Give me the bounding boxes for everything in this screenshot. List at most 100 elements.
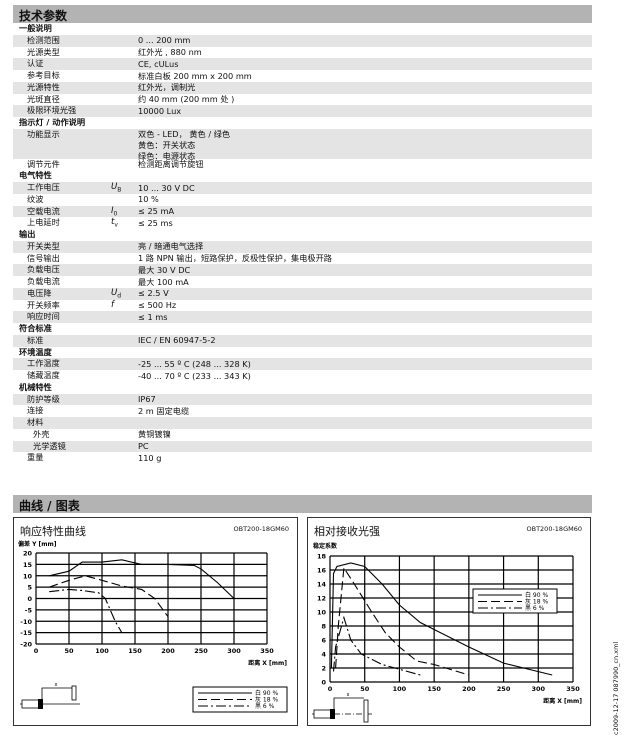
spec-label: 防护等级 bbox=[27, 393, 60, 404]
spec-row: 极限环境光强 10000 Lux bbox=[13, 105, 592, 117]
spec-label: 工作电压 bbox=[27, 182, 60, 193]
spec-label: 功能显示 bbox=[27, 128, 60, 139]
spec-row: 认证 CE, cULus bbox=[13, 58, 592, 70]
spec-row: 上电延时 tv ≤ 25 ms bbox=[13, 217, 592, 229]
spec-label: 负载电流 bbox=[27, 276, 60, 287]
spec-value: 双色 - LED， 黄色 / 绿色 黄色：开关状态 绿色：电源状态 bbox=[138, 129, 231, 162]
chart-model: OBT200-18GM60 bbox=[233, 525, 290, 533]
spec-row: 调节元件 检测距离调节旋钮 bbox=[13, 159, 592, 171]
spec-row: 负载电流 最大 100 mA bbox=[13, 276, 592, 288]
spec-label: 开关类型 bbox=[27, 240, 60, 251]
spec-row: 开关频率 f ≤ 500 Hz bbox=[13, 300, 592, 312]
spec-row: 防护等级 IP67 bbox=[13, 393, 592, 406]
spec-value: 最大 100 mA bbox=[138, 276, 189, 287]
chart-model: OBT200-18GM60 bbox=[526, 525, 583, 533]
spec-value: 0 ... 200 mm bbox=[138, 35, 191, 46]
spec-value: IP67 bbox=[138, 394, 156, 405]
spec-row: 标准 IEC / EN 60947-5-2 bbox=[13, 334, 592, 347]
spec-value: 红外光，调制光 bbox=[138, 82, 196, 93]
spec-value: 最大 30 V DC bbox=[138, 264, 191, 275]
spec-table: 一般说明 检测范围 0 ... 200 mm 光源类型 红外光 , 880 nm 认证 CE… bbox=[13, 23, 592, 464]
spec-label: 认证 bbox=[27, 58, 44, 69]
spec-label: 重量 bbox=[27, 452, 44, 463]
spec-label: 工作温度 bbox=[27, 358, 60, 369]
spec-label: 开关频率 bbox=[27, 299, 60, 310]
spec-value: 2 m 固定电缆 bbox=[138, 405, 190, 416]
section-header-tech-params: 技术参数 bbox=[13, 5, 592, 23]
spec-row: 材料 bbox=[13, 417, 592, 429]
spec-label: 标准 bbox=[27, 334, 44, 345]
chart-panel-response: 响应特性曲线 OBT200-18GM60 bbox=[13, 517, 298, 726]
spec-row: 光源类型 红外光 , 880 nm bbox=[13, 47, 592, 59]
spec-value: ≤ 500 Hz bbox=[138, 300, 177, 311]
spec-value: ≤ 1 ms bbox=[138, 311, 168, 322]
spec-label: 调节元件 bbox=[27, 158, 60, 169]
spec-value: 标准白板 200 mm x 200 mm bbox=[138, 70, 252, 81]
spec-row: 开关类型 亮 / 暗通电气选择 bbox=[13, 240, 592, 253]
spec-label: 光源特性 bbox=[27, 81, 60, 92]
spec-label: 连接 bbox=[27, 405, 44, 416]
spec-value: 10000 Lux bbox=[138, 105, 182, 116]
spec-symbol: UB bbox=[111, 182, 122, 194]
spec-value: 亮 / 暗通电气选择 bbox=[138, 241, 204, 252]
section-title: 输出 bbox=[19, 229, 36, 240]
spec-label: 纹波 bbox=[27, 193, 44, 204]
spec-symbol: tv bbox=[111, 217, 118, 230]
spec-label: 外壳 bbox=[33, 428, 50, 439]
spec-row: 纹波 10 % bbox=[13, 194, 592, 206]
chart-title: 相对接收光强 bbox=[314, 525, 380, 538]
spec-label: 光斑直径 bbox=[27, 93, 60, 104]
spec-row: 连接 2 m 固定电缆 bbox=[13, 405, 592, 417]
spec-row: 光斑直径 约 40 mm (200 mm 处 ) bbox=[13, 94, 592, 106]
spec-value: ≤ 25 mA bbox=[138, 206, 175, 217]
section-title: 机械特性 bbox=[19, 381, 52, 392]
spec-value: -25 ... 55 º C (248 ... 328 K) bbox=[138, 358, 251, 369]
spec-label: 负载电压 bbox=[27, 264, 60, 275]
spec-row: 电压降 Ud ≤ 2.5 V bbox=[13, 287, 592, 300]
spec-label: 储藏温度 bbox=[27, 370, 60, 381]
spec-label: 极限环境光强 bbox=[27, 105, 77, 116]
spec-label: 电压降 bbox=[27, 287, 52, 298]
spec-value: 110 g bbox=[138, 452, 162, 463]
chart-title: 响应特性曲线 bbox=[20, 525, 86, 538]
spec-value: 黄铜镀镍 bbox=[138, 429, 171, 440]
spec-label: 上电延时 bbox=[27, 217, 60, 228]
spec-value: IEC / EN 60947-5-2 bbox=[138, 335, 216, 346]
spec-value: 10 ... 30 V DC bbox=[138, 182, 195, 193]
spec-label: 光源类型 bbox=[27, 46, 60, 57]
curves-title: 曲线 / 图表 bbox=[19, 499, 80, 513]
spec-label: 光学透镜 bbox=[33, 440, 66, 451]
spec-value: -40 ... 70 º C (233 ... 343 K) bbox=[138, 370, 251, 381]
spec-row: 功能显示 双色 - LED， 黄色 / 绿色 黄色：开关状态 绿色：电源状态 bbox=[13, 128, 592, 162]
spec-value: 检测距离调节旋钮 bbox=[138, 159, 204, 170]
spec-row: 检测范围 0 ... 200 mm bbox=[13, 34, 592, 47]
spec-row: 光学透镜 PC bbox=[13, 440, 592, 453]
spec-value: PC bbox=[138, 441, 149, 452]
spec-row: 工作电压 UB 10 ... 30 V DC bbox=[13, 182, 592, 194]
spec-row: 重量 110 g bbox=[13, 452, 592, 464]
spec-symbol: Ud bbox=[111, 287, 122, 300]
spec-symbol: I0 bbox=[111, 205, 118, 218]
spec-label: 响应时间 bbox=[27, 311, 60, 322]
spec-row: 信号输出 1 路 NPN 输出，短路保护，反极性保护，集电极开路 bbox=[13, 253, 592, 265]
spec-value: 1 路 NPN 输出，短路保护，反极性保护，集电极开路 bbox=[138, 253, 332, 264]
chart-panel-intensity: 相对接收光强 OBT200-18GM60 bbox=[307, 517, 591, 726]
spec-label: 参考目标 bbox=[27, 70, 60, 80]
spec-row: 空载电流 I0 ≤ 25 mA bbox=[13, 205, 592, 218]
spec-row: 外壳 黄铜镀镍 bbox=[13, 429, 592, 441]
spec-row: 工作温度 -25 ... 55 º C (248 ... 328 K) bbox=[13, 358, 592, 371]
spec-row: 响应时间 ≤ 1 ms bbox=[13, 311, 592, 324]
spec-label: 材料 bbox=[27, 417, 44, 428]
spec-label: 空载电流 bbox=[27, 205, 60, 216]
section-title: 环境温度 bbox=[19, 346, 52, 357]
section-header-curves: 曲线 / 图表 bbox=[13, 495, 592, 513]
section-title: 电气特性 bbox=[19, 170, 52, 181]
section-title: 一般说明 bbox=[19, 23, 52, 33]
spec-row: 储藏温度 -40 ... 70 º C (233 ... 343 K) bbox=[13, 370, 592, 382]
spec-value: 约 40 mm (200 mm 处 ) bbox=[138, 94, 235, 104]
spec-label: 信号输出 bbox=[27, 252, 60, 263]
spec-row: 负载电压 最大 30 V DC bbox=[13, 264, 592, 277]
spec-row: 参考目标 标准白板 200 mm x 200 mm bbox=[13, 70, 592, 82]
spec-value: 10 % bbox=[138, 194, 159, 205]
header-title: 技术参数 bbox=[19, 9, 68, 23]
